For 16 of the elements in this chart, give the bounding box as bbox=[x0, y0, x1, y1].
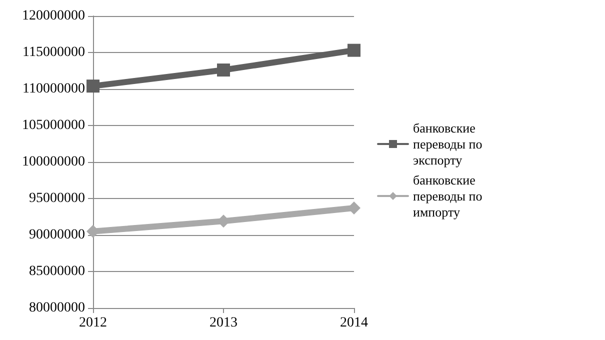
x-tick-label: 2012 bbox=[79, 316, 107, 330]
point bbox=[86, 80, 100, 93]
y-tick-label: 90000000 bbox=[29, 228, 85, 242]
y-tick-label: 120000000 bbox=[22, 8, 85, 24]
point bbox=[348, 44, 360, 57]
y-tick-label: 85000000 bbox=[29, 264, 85, 279]
y-tick-label: 80000000 bbox=[29, 300, 85, 316]
y-tick-label: 110000000 bbox=[22, 82, 85, 96]
legend-label: банковские переводы по импорту bbox=[413, 172, 486, 220]
y-tick-label: 100000000 bbox=[22, 154, 85, 170]
y-tick-label: 105000000 bbox=[22, 118, 85, 133]
x-tick-label: 2014 bbox=[340, 316, 368, 330]
point bbox=[217, 64, 230, 77]
y-tick-label: 95000000 bbox=[29, 191, 85, 206]
x-tick-label: 2013 bbox=[210, 316, 238, 330]
y-tick-label: 115000000 bbox=[22, 45, 85, 60]
